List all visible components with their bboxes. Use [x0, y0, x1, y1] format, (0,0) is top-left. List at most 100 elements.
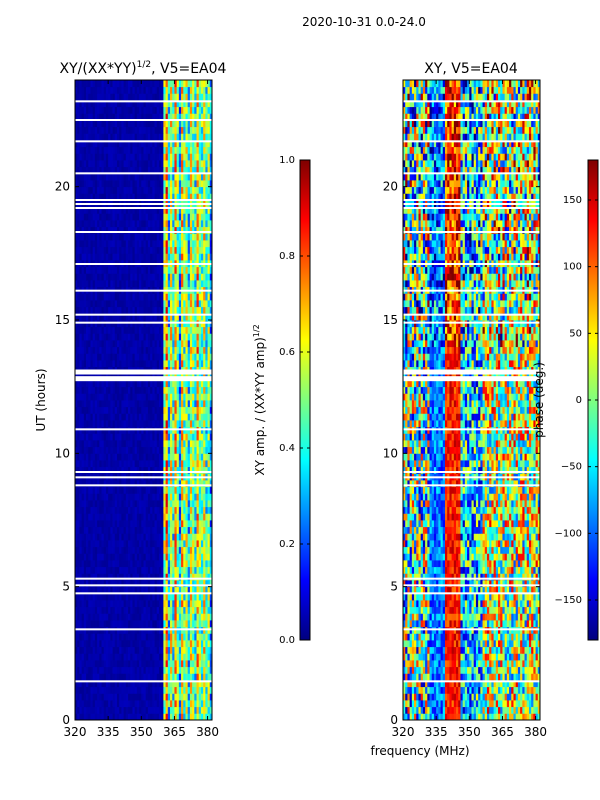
heat-cell	[187, 666, 191, 674]
heat-cell	[192, 600, 195, 608]
heat-cell	[123, 673, 127, 681]
heat-cell	[209, 673, 213, 681]
heat-cell	[99, 540, 102, 548]
heat-cell	[114, 666, 118, 674]
heat-cell	[154, 646, 158, 654]
heat-cell	[121, 666, 125, 674]
heat-cell	[181, 593, 184, 601]
heat-cell	[209, 593, 213, 601]
heat-cell	[172, 606, 175, 614]
heat-cell	[88, 613, 91, 621]
heat-cell	[130, 620, 133, 628]
heat-cell	[178, 653, 182, 661]
heat-cell	[123, 706, 127, 714]
heat-cell	[198, 686, 202, 694]
heat-cell	[187, 586, 191, 594]
heat-cell	[196, 566, 200, 574]
heat-cell	[161, 660, 164, 668]
heat-cell	[77, 646, 80, 654]
heat-cell	[158, 633, 162, 641]
heat-cell	[143, 673, 147, 681]
heat-cell	[192, 713, 195, 721]
heat-cell	[112, 580, 116, 588]
heat-cell	[165, 613, 169, 621]
heat-cell	[119, 686, 122, 694]
heat-cell	[158, 693, 162, 701]
heat-cell	[194, 566, 197, 574]
heat-cell	[88, 566, 91, 574]
heat-cell	[200, 540, 204, 548]
heat-cell	[139, 560, 142, 568]
heat-cell	[105, 546, 109, 554]
heat-cell	[103, 693, 107, 701]
heat-cell	[147, 700, 151, 708]
heat-cell	[119, 593, 122, 601]
heat-cell	[156, 686, 160, 694]
heat-cell	[116, 566, 120, 574]
heat-cell	[181, 633, 184, 641]
heat-cell	[130, 560, 133, 568]
heat-cell	[172, 540, 175, 548]
heat-cell	[134, 566, 138, 574]
heat-cell	[123, 606, 127, 614]
heat-cell	[141, 713, 144, 721]
heat-cell	[141, 620, 144, 628]
heat-cell	[83, 666, 87, 674]
heat-cell	[172, 653, 175, 661]
heat-cell	[90, 700, 94, 708]
heat-cell	[77, 606, 80, 614]
heat-cell	[181, 686, 184, 694]
heat-cell	[108, 693, 111, 701]
heat-cell	[174, 686, 178, 694]
heat-cell	[176, 640, 180, 648]
heat-cell	[156, 706, 160, 714]
heat-cell	[174, 553, 178, 561]
heat-cell	[189, 653, 193, 661]
heat-cell	[77, 706, 80, 714]
heat-cell	[183, 560, 186, 568]
heat-cell	[103, 560, 107, 568]
heat-cell	[156, 586, 160, 594]
heat-cell	[198, 693, 202, 701]
heat-cell	[194, 680, 197, 688]
heat-cell	[136, 566, 140, 574]
heat-cell	[97, 633, 100, 641]
heat-cell	[192, 653, 195, 661]
heat-cell	[147, 633, 151, 641]
heat-cell	[86, 540, 89, 548]
heat-cell	[167, 673, 171, 681]
heat-cell	[161, 713, 164, 721]
heat-cell	[203, 606, 206, 614]
heat-cell	[141, 700, 144, 708]
heat-cell	[207, 573, 211, 581]
heat-cell	[112, 633, 116, 641]
heat-cell	[185, 586, 189, 594]
heat-cell	[189, 673, 193, 681]
heat-cell	[83, 560, 87, 568]
heat-cell	[134, 540, 138, 548]
heat-cell	[101, 646, 105, 654]
heat-cell	[178, 606, 182, 614]
heat-cell	[79, 580, 83, 588]
heat-cell	[114, 646, 118, 654]
heat-cell	[121, 660, 125, 668]
heat-cell	[143, 553, 147, 561]
heat-cell	[200, 660, 204, 668]
heat-cell	[183, 653, 186, 661]
heat-cell	[94, 653, 98, 661]
heat-cell	[136, 660, 140, 668]
heat-cell	[198, 553, 202, 561]
heat-cell	[192, 613, 195, 621]
heat-cell	[92, 673, 96, 681]
heat-cell	[156, 640, 160, 648]
heat-cell	[200, 560, 204, 568]
heat-cell	[86, 640, 89, 648]
heat-cell	[167, 553, 171, 561]
heat-cell	[90, 706, 94, 714]
heat-cell	[130, 613, 133, 621]
heat-cell	[165, 566, 169, 574]
heat-cell	[203, 633, 206, 641]
heat-cell	[174, 613, 178, 621]
heat-cell	[198, 680, 202, 688]
heat-cell	[207, 660, 211, 668]
